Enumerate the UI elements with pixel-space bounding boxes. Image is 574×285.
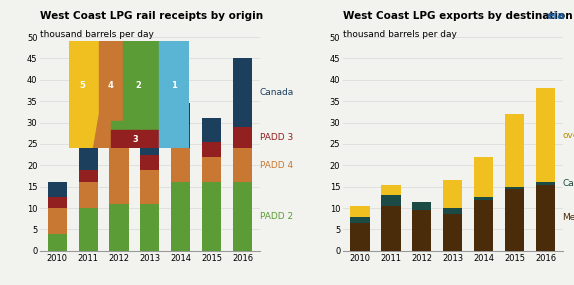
Bar xyxy=(110,110,129,131)
Bar xyxy=(171,182,191,251)
Bar xyxy=(233,58,252,127)
Bar xyxy=(536,185,555,251)
Text: thousand barrels per day: thousand barrels per day xyxy=(40,30,154,39)
Text: eia: eia xyxy=(546,11,565,21)
Bar xyxy=(412,202,432,210)
Bar xyxy=(48,234,67,251)
Bar xyxy=(140,154,160,170)
Bar xyxy=(140,137,160,154)
Bar xyxy=(171,125,191,148)
Bar xyxy=(79,182,98,208)
Bar xyxy=(443,214,463,251)
Bar xyxy=(505,189,524,251)
Bar xyxy=(505,114,524,187)
Bar xyxy=(48,198,67,208)
Bar xyxy=(474,197,493,200)
Bar xyxy=(110,148,129,204)
Bar xyxy=(171,148,191,182)
Bar xyxy=(381,185,401,195)
Bar xyxy=(202,157,222,182)
Bar xyxy=(474,200,493,251)
Bar xyxy=(233,182,252,251)
Bar xyxy=(202,118,222,142)
Text: PADD 4: PADD 4 xyxy=(259,161,293,170)
Bar xyxy=(474,157,493,197)
Text: Canada: Canada xyxy=(259,88,294,97)
Bar xyxy=(48,208,67,234)
Bar xyxy=(110,204,129,251)
Text: Canada: Canada xyxy=(563,179,574,188)
Bar xyxy=(381,206,401,251)
Bar xyxy=(443,180,463,208)
Bar xyxy=(351,223,370,251)
Bar xyxy=(171,103,191,125)
Text: West Coast LPG exports by destination: West Coast LPG exports by destination xyxy=(343,11,573,21)
Bar xyxy=(536,88,555,182)
Text: thousand barrels per day: thousand barrels per day xyxy=(343,30,457,39)
Bar xyxy=(140,170,160,204)
Bar xyxy=(140,204,160,251)
Bar xyxy=(79,208,98,251)
Text: PADD 3: PADD 3 xyxy=(259,133,293,142)
Bar xyxy=(351,206,370,217)
Bar xyxy=(412,210,432,251)
Bar xyxy=(443,208,463,214)
Bar xyxy=(79,170,98,182)
Bar xyxy=(202,182,222,251)
Text: West Coast LPG rail receipts by origin: West Coast LPG rail receipts by origin xyxy=(40,11,263,21)
Text: overseas: overseas xyxy=(563,131,574,140)
Text: PADD 2: PADD 2 xyxy=(259,212,293,221)
Bar xyxy=(381,195,401,206)
Bar xyxy=(79,144,98,170)
Bar xyxy=(233,127,252,148)
Bar xyxy=(351,217,370,223)
Bar xyxy=(505,187,524,189)
Bar xyxy=(536,182,555,185)
Bar xyxy=(233,148,252,182)
Bar xyxy=(48,182,67,197)
Bar xyxy=(202,142,222,157)
Text: Mexico: Mexico xyxy=(563,213,574,222)
Bar xyxy=(110,131,129,148)
